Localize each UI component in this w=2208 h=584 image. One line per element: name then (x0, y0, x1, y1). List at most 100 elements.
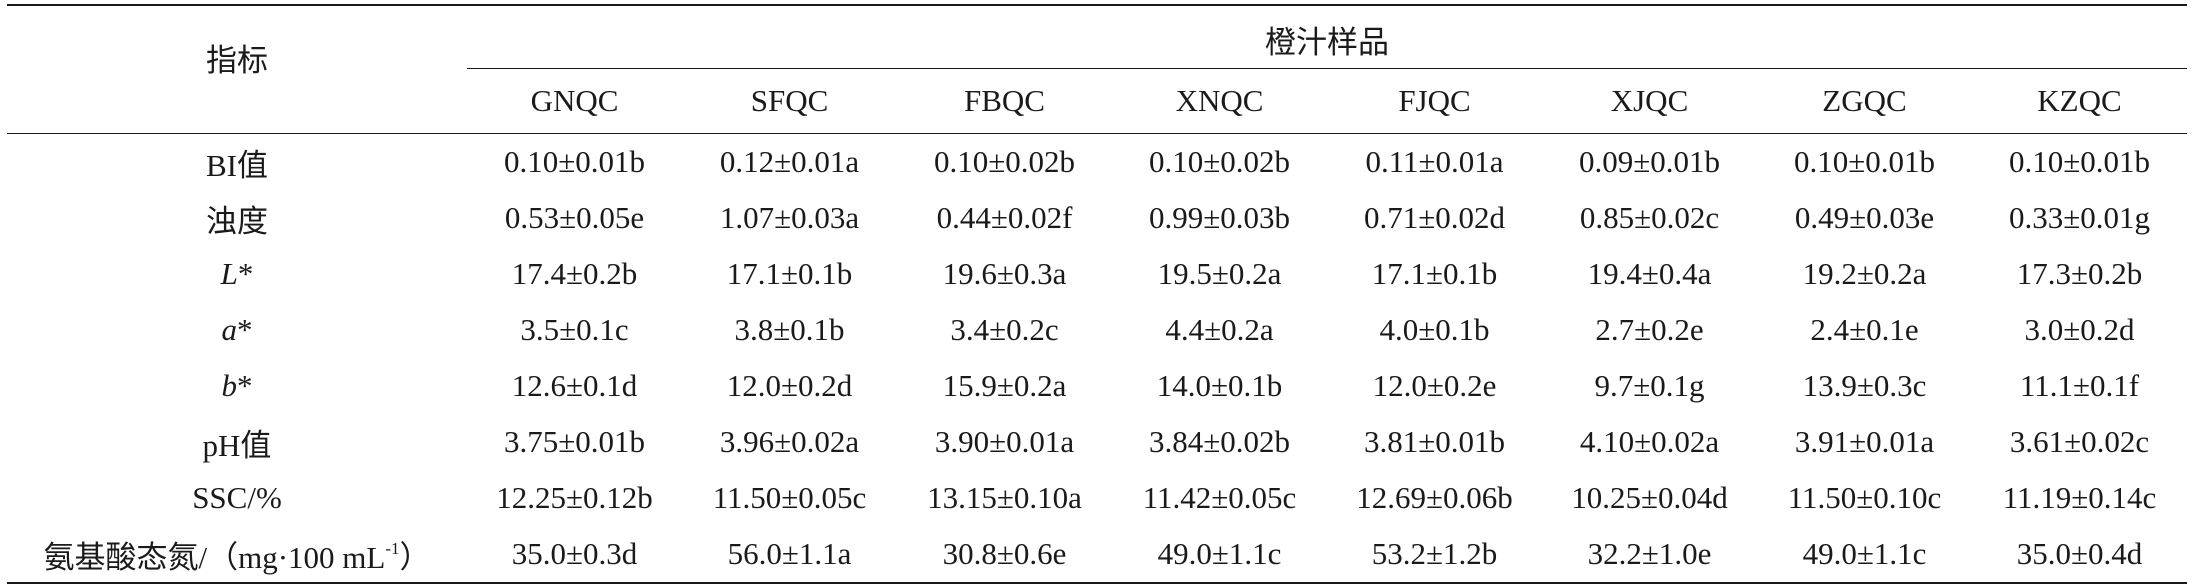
table-cell: 0.53±0.05e (504, 200, 645, 235)
table-cell: 0.09±0.01b (1578, 144, 1720, 179)
table-row: L* 17.4±0.2b 17.1±0.1b 19.6±0.3a 19.5±0.2a 17… (7, 246, 2187, 302)
sample-column-header: ZGQC (1757, 68, 1972, 134)
table-cell: 17.3±0.2b (2016, 256, 2143, 291)
row-label: a* (7, 302, 467, 358)
row-label: BI值 (7, 134, 467, 191)
sample-column-header: FBQC (897, 68, 1112, 134)
table-row: pH值 3.75±0.01b 3.96±0.02a 3.90±0.01a 3.84±0.… (7, 414, 2187, 470)
row-label: 氨基酸态氮/（mg·100 mL-1） (7, 526, 467, 584)
table-cell: 19.4±0.4a (1587, 256, 1712, 291)
table-cell: 12.0±0.2e (1372, 368, 1497, 403)
table-cell: 3.75±0.01b (503, 424, 645, 459)
table-cell: 3.91±0.01a (1794, 424, 1935, 459)
table-cell: 13.9±0.3c (1802, 368, 1927, 403)
table-cell: 17.1±0.1b (726, 256, 853, 291)
table-cell: 3.84±0.02b (1148, 424, 1290, 459)
data-table-container: 指标 橙汁样品 GNQC SFQC FBQC XNQC FJQC XJQC ZGQC KZQC… (7, 4, 2187, 584)
table-cell: 12.69±0.06b (1356, 480, 1513, 515)
table-cell: 11.42±0.05c (1142, 480, 1297, 515)
table-cell: 2.4±0.1e (1810, 312, 1919, 347)
table-cell: 30.8±0.6e (897, 526, 1112, 584)
table-cell: 19.6±0.3a (942, 256, 1067, 291)
table-row: a* 3.5±0.1c 3.8±0.1b 3.4±0.2c 4.4±0.2a 4.0±0.… (7, 302, 2187, 358)
table-cell: 3.4±0.2c (950, 312, 1059, 347)
table-cell: 12.25±0.12b (496, 480, 653, 515)
table-row: 浊度 0.53±0.05e 1.07±0.03a 0.44±0.02f 0.99±0.0… (7, 190, 2187, 246)
sample-column-header: XNQC (1112, 68, 1327, 134)
row-label-text: 氨基酸态氮/（mg·100 mL (43, 539, 386, 575)
orange-juice-table: 指标 橙汁样品 GNQC SFQC FBQC XNQC FJQC XJQC ZGQC KZQC… (7, 4, 2187, 584)
table-cell: 1.07±0.03a (719, 200, 860, 235)
sample-column-header: GNQC (467, 68, 682, 134)
table-cell: 3.8±0.1b (734, 312, 845, 347)
table-cell: 3.81±0.01b (1363, 424, 1505, 459)
sample-group-header: 橙汁样品 (467, 4, 2187, 69)
table-cell: 3.61±0.02c (2009, 424, 2150, 459)
row-label-tail: ） (399, 539, 431, 575)
table-cell: 3.90±0.01a (934, 424, 1075, 459)
table-cell: 49.0±1.1c (1112, 526, 1327, 584)
table-cell: 12.6±0.1d (511, 368, 638, 403)
row-label-suffix: * (237, 312, 253, 347)
sample-header-row: GNQC SFQC FBQC XNQC FJQC XJQC ZGQC KZQC (7, 68, 2187, 134)
table-cell: 0.71±0.02d (1363, 200, 1505, 235)
sample-column-header: XJQC (1542, 68, 1757, 134)
table-cell: 3.5±0.1c (520, 312, 629, 347)
row-label-superscript: -1 (385, 538, 400, 558)
table-cell: 0.10±0.02b (933, 144, 1075, 179)
table-cell: 17.4±0.2b (511, 256, 638, 291)
table-cell: 32.2±1.0e (1542, 526, 1757, 584)
table-cell: 4.4±0.2a (1165, 312, 1274, 347)
table-cell: 35.0±0.3d (467, 526, 682, 584)
table-cell: 0.10±0.01b (503, 144, 645, 179)
table-cell: 53.2±1.2b (1327, 526, 1542, 584)
sample-column-header: KZQC (1972, 68, 2187, 134)
table-row: 氨基酸态氮/（mg·100 mL-1） 35.0±0.3d 56.0±1.1a 30.… (7, 526, 2187, 584)
row-label-text: BI值 (206, 147, 268, 183)
table-cell: 11.1±0.1f (2019, 368, 2140, 403)
table-cell: 17.1±0.1b (1371, 256, 1498, 291)
row-label-italic: a (221, 312, 238, 347)
row-label: L* (7, 246, 467, 302)
table-cell: 11.50±0.05c (712, 480, 867, 515)
table-cell: 0.85±0.02c (1579, 200, 1720, 235)
row-label: pH值 (7, 414, 467, 470)
table-cell: 56.0±1.1a (682, 526, 897, 584)
row-label: SSC/% (7, 470, 467, 526)
table-cell: 0.10±0.02b (1148, 144, 1290, 179)
row-label: b* (7, 358, 467, 414)
table-cell: 0.44±0.02f (936, 200, 1073, 235)
table-cell: 14.0±0.1b (1156, 368, 1283, 403)
index-column-header: 指标 (7, 4, 467, 134)
table-cell: 19.5±0.2a (1157, 256, 1282, 291)
table-cell: 4.10±0.02a (1579, 424, 1720, 459)
sample-column-header: FJQC (1327, 68, 1542, 134)
table-cell: 0.33±0.01g (2008, 200, 2150, 235)
table-row: BI值 0.10±0.01b 0.12±0.01a 0.10±0.02b 0.10±0.… (7, 134, 2187, 191)
table-cell: 9.7±0.1g (1594, 368, 1705, 403)
row-label-suffix: * (237, 368, 253, 403)
row-label-text: SSC/% (192, 480, 282, 515)
row-label-suffix: * (237, 256, 254, 291)
row-label-text: pH值 (202, 427, 272, 463)
table-cell: 0.99±0.03b (1148, 200, 1290, 235)
table-cell: 11.50±0.10c (1787, 480, 1942, 515)
table-cell: 0.10±0.01b (1793, 144, 1935, 179)
table-cell: 10.25±0.04d (1571, 480, 1728, 515)
table-cell: 4.0±0.1b (1379, 312, 1490, 347)
row-label: 浊度 (7, 190, 467, 246)
row-label-text: 浊度 (206, 203, 268, 239)
table-cell: 2.7±0.2e (1595, 312, 1704, 347)
table-row: b* 12.6±0.1d 12.0±0.2d 15.9±0.2a 14.0±0.1b 12… (7, 358, 2187, 414)
table-cell: 0.12±0.01a (719, 144, 860, 179)
table-row: SSC/% 12.25±0.12b 11.50±0.05c 13.15±0.10a 11… (7, 470, 2187, 526)
table-cell: 35.0±0.4d (1972, 526, 2187, 584)
table-cell: 3.0±0.2d (2024, 312, 2135, 347)
table-cell: 49.0±1.1c (1757, 526, 1972, 584)
table-body: BI值 0.10±0.01b 0.12±0.01a 0.10±0.02b 0.10±0.… (7, 134, 2187, 584)
table-cell: 3.96±0.02a (719, 424, 860, 459)
table-cell: 0.11±0.01a (1365, 144, 1504, 179)
table-cell: 19.2±0.2a (1802, 256, 1927, 291)
row-label-italic: b (221, 368, 238, 403)
table-cell: 11.19±0.14c (2002, 480, 2157, 515)
